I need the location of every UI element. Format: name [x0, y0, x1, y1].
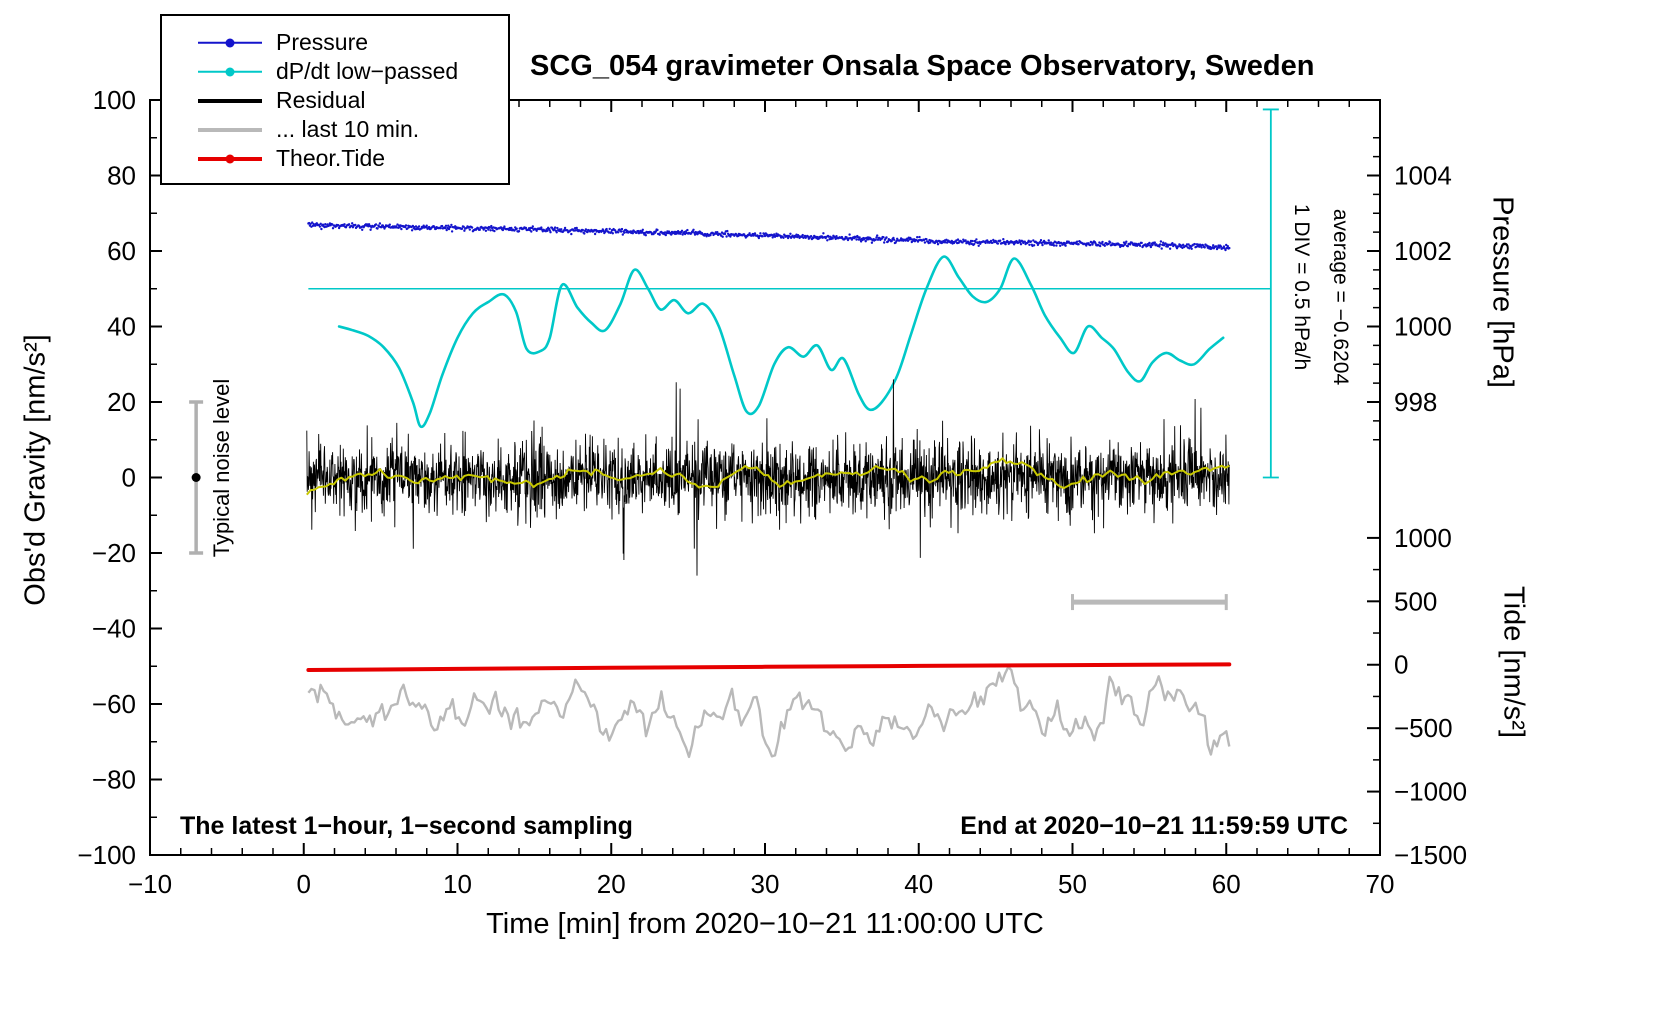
x-axis-label: Time [min] from 2020−10−21 11:00:00 UTC: [486, 908, 1044, 940]
series-residual-lowpass: [306, 457, 1230, 496]
legend-marker-pressure: [198, 36, 262, 50]
legend-marker-residual: [198, 94, 262, 108]
x-tick-label: 50: [1058, 869, 1087, 899]
legend-item-residual: Residual: [198, 86, 508, 115]
y-left-tick-label: 80: [107, 161, 136, 191]
x-tick-label: 10: [443, 869, 472, 899]
pressure-tick-label: 1002: [1394, 236, 1452, 266]
legend-dot-icon: [225, 38, 235, 47]
legend-label-last10: ... last 10 min.: [276, 116, 420, 142]
legend-item-last10: ... last 10 min.: [198, 115, 508, 144]
legend-item-tide: Theor.Tide: [198, 144, 508, 173]
legend-items: Pressure dP/dt low−passed Residual ... last…: [198, 28, 508, 173]
x-tick-label: 30: [751, 869, 780, 899]
noise-level-dot: [191, 473, 201, 482]
legend-marker-tide: [198, 152, 262, 166]
x-tick-label: −10: [128, 869, 172, 899]
pressure-tick-label: 1004: [1394, 161, 1452, 191]
y-left-tick-label: −60: [92, 689, 136, 719]
chart-title: SCG_054 gravimeter Onsala Space Observat…: [530, 50, 1315, 82]
series-tide: [306, 662, 1232, 672]
y-axis-label-pressure: Pressure [hPa]: [1486, 196, 1519, 388]
legend-item-dpdt: dP/dt low−passed: [198, 57, 508, 86]
legend-dot-icon: [225, 67, 235, 76]
tide-tick-label: −500: [1394, 713, 1453, 743]
y-left-tick-label: 60: [107, 236, 136, 266]
legend-marker-last10: [198, 123, 262, 137]
x-tick-label: 40: [904, 869, 933, 899]
tide-tick-label: 500: [1394, 586, 1437, 616]
div-scale-label: 1 DIV = 0.5 hPa/h: [1290, 203, 1313, 371]
sampling-note: The latest 1−hour, 1−second sampling: [180, 812, 633, 840]
average-label: average = −0.6204: [1329, 208, 1352, 386]
noise-level-label: Typical noise level: [209, 378, 234, 558]
tide-tick-label: 0: [1394, 650, 1408, 680]
legend-label-tide: Theor.Tide: [276, 145, 386, 171]
tide-tick-label: 1000: [1394, 523, 1452, 553]
pressure-tick-label: 1000: [1394, 312, 1452, 342]
series-dpdt: [337, 255, 1225, 429]
legend-marker-dpdt: [198, 65, 262, 79]
y-axis-label-tide: Tide [nm/s²]: [1497, 585, 1530, 739]
legend-label-dpdt: dP/dt low−passed: [276, 58, 459, 84]
y-left-tick-label: 0: [122, 463, 136, 493]
end-time-note: End at 2020−10−21 11:59:59 UTC: [960, 812, 1348, 840]
x-tick-label: 0: [297, 869, 311, 899]
series-pressure: [307, 221, 1231, 252]
x-tick-label: 20: [597, 869, 626, 899]
legend-label-pressure: Pressure: [276, 29, 369, 55]
y-left-tick-label: −40: [92, 614, 136, 644]
y-left-tick-label: 100: [93, 85, 136, 115]
y-left-tick-label: −20: [92, 538, 136, 568]
y-axis-label-gravity: Obs'd Gravity [nm/s²]: [19, 334, 52, 606]
tide-tick-label: −1500: [1394, 840, 1467, 870]
pressure-tick-label: 998: [1394, 387, 1437, 417]
legend: Pressure dP/dt low−passed Residual ... last…: [160, 14, 510, 185]
x-tick-label: 60: [1212, 869, 1241, 899]
y-left-tick-label: −100: [77, 840, 136, 870]
legend-label-residual: Residual: [276, 87, 366, 113]
tide-tick-label: −1000: [1394, 777, 1467, 807]
y-left-tick-label: −80: [92, 765, 136, 795]
y-left-tick-label: 20: [107, 387, 136, 417]
series-last10: [307, 665, 1231, 759]
x-tick-label: 70: [1366, 869, 1395, 899]
legend-dot-icon: [225, 154, 235, 163]
series-residual: [306, 379, 1230, 576]
legend-item-pressure: Pressure: [198, 28, 508, 57]
y-left-tick-label: 40: [107, 312, 136, 342]
